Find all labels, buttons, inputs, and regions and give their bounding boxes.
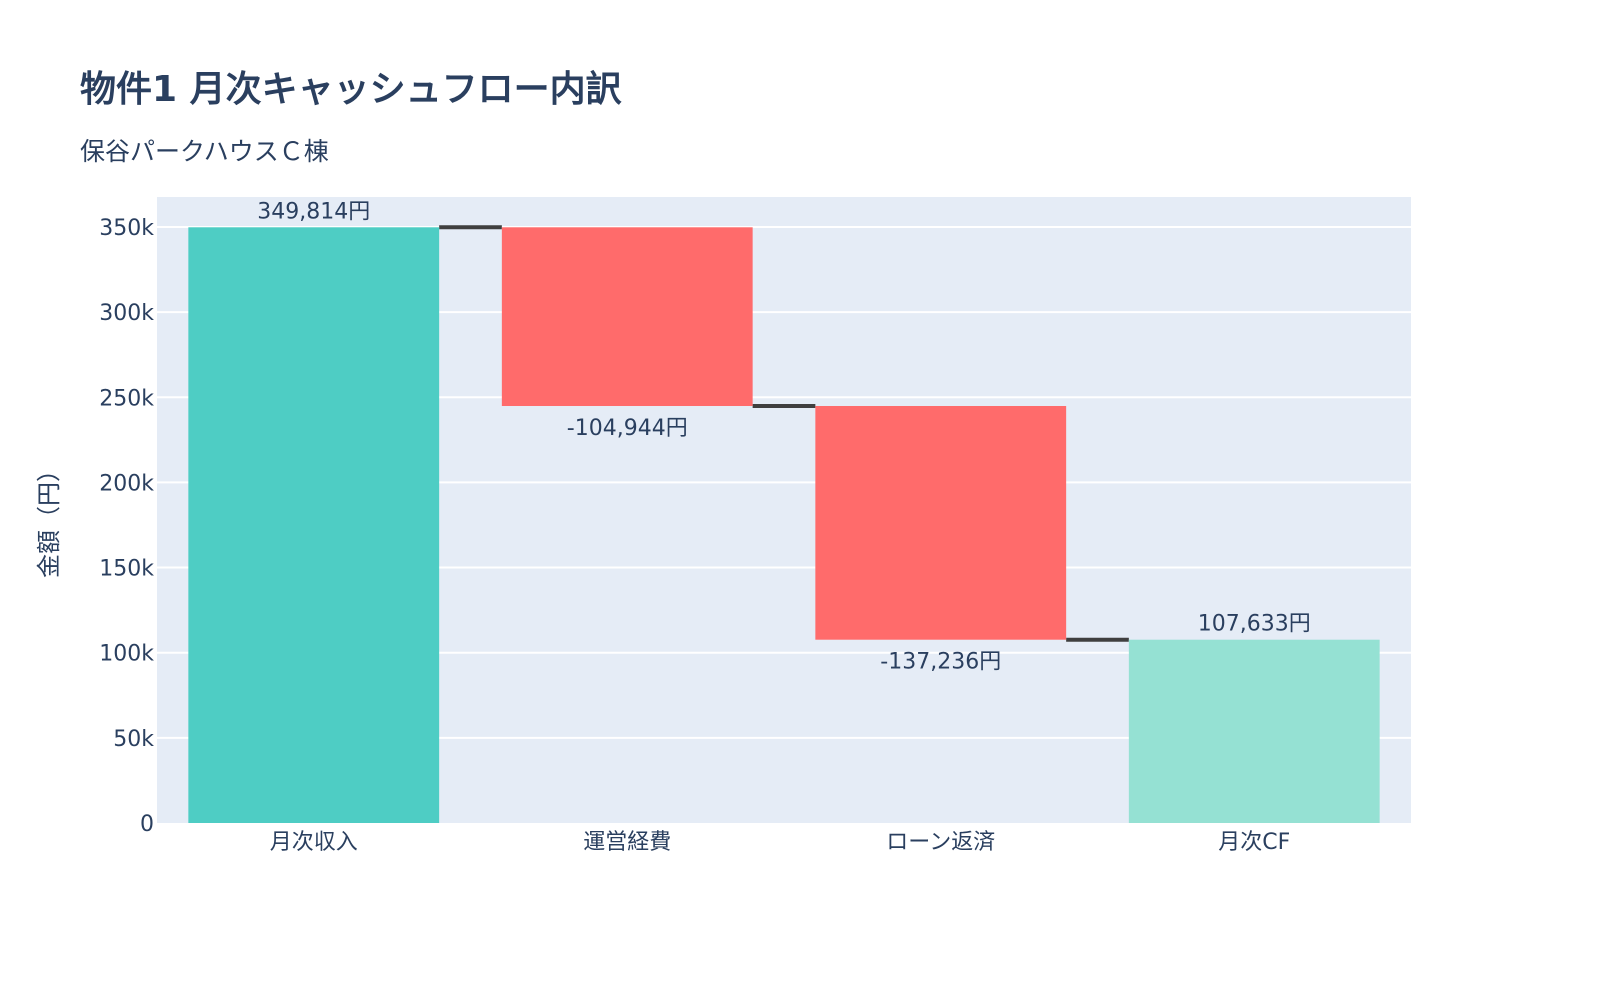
- bars: [188, 227, 1380, 823]
- bar-2: [501, 227, 753, 407]
- connectors: [439, 225, 1129, 642]
- data-label: 107,633円: [1198, 612, 1311, 637]
- bar-1: [188, 227, 440, 823]
- chart-title: 物件1 月次キャッシュフロー内訳: [80, 69, 622, 110]
- y-tick-label: 350k: [99, 216, 154, 241]
- x-axis-ticks: 月次収入 運営経費 ローン返済 月次CF: [270, 830, 1291, 855]
- y-tick-label: 200k: [99, 471, 154, 496]
- x-tick-label: 月次CF: [1218, 830, 1290, 855]
- chart-subtitle: 保谷パークハウスＣ棟: [80, 137, 329, 166]
- y-axis-label: 金額（円）: [35, 458, 63, 578]
- y-tick-label: 0: [140, 812, 154, 837]
- data-labels: 349,814円 -104,944円 -137,236円 107,633円: [257, 199, 1310, 674]
- y-tick-label: 150k: [99, 557, 154, 582]
- x-tick-label: 月次収入: [270, 830, 358, 855]
- data-label: -137,236円: [880, 650, 1001, 675]
- x-tick-label: ローン返済: [886, 830, 995, 855]
- y-tick-label: 50k: [113, 727, 154, 752]
- bar-3: [815, 406, 1067, 640]
- data-label: 349,814円: [257, 199, 370, 224]
- data-label: -104,944円: [567, 416, 688, 441]
- y-tick-label: 300k: [99, 301, 154, 326]
- y-tick-label: 250k: [99, 386, 154, 411]
- y-axis-ticks: 0 50k 100k 150k 200k 250k 300k 350k: [99, 216, 154, 837]
- bar-4: [1128, 639, 1380, 823]
- y-tick-label: 100k: [99, 642, 154, 667]
- x-tick-label: 運営経費: [583, 830, 671, 855]
